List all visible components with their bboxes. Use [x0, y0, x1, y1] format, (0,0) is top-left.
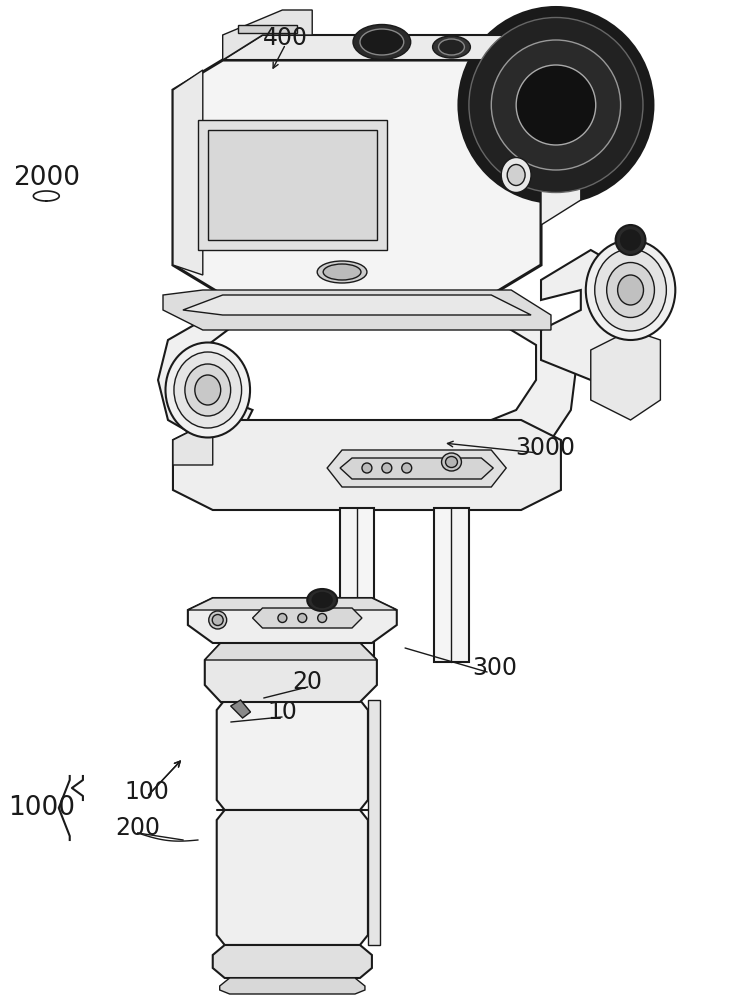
Text: 20: 20: [293, 670, 322, 694]
Ellipse shape: [195, 375, 221, 405]
Polygon shape: [252, 608, 362, 628]
Text: 100: 100: [124, 780, 169, 804]
Polygon shape: [173, 70, 203, 275]
Polygon shape: [205, 643, 377, 702]
Ellipse shape: [298, 613, 307, 622]
Ellipse shape: [278, 613, 287, 622]
Ellipse shape: [507, 164, 525, 186]
Ellipse shape: [595, 249, 666, 331]
Polygon shape: [213, 945, 372, 978]
Ellipse shape: [501, 157, 531, 192]
Ellipse shape: [166, 342, 250, 438]
Polygon shape: [223, 35, 581, 60]
Ellipse shape: [382, 463, 392, 473]
Ellipse shape: [469, 17, 643, 192]
Ellipse shape: [439, 39, 464, 55]
Ellipse shape: [516, 65, 595, 145]
Polygon shape: [173, 420, 213, 465]
Ellipse shape: [618, 275, 643, 305]
Text: 300: 300: [472, 656, 517, 680]
Ellipse shape: [360, 29, 404, 55]
Ellipse shape: [323, 264, 361, 280]
Text: 3000: 3000: [516, 436, 576, 460]
Polygon shape: [205, 643, 377, 660]
Polygon shape: [492, 320, 576, 450]
Polygon shape: [541, 250, 626, 380]
Polygon shape: [230, 700, 250, 718]
Polygon shape: [340, 458, 493, 479]
Polygon shape: [541, 35, 581, 225]
Ellipse shape: [209, 611, 227, 629]
Text: 400: 400: [263, 26, 308, 50]
Polygon shape: [340, 508, 374, 662]
Polygon shape: [163, 290, 551, 330]
Ellipse shape: [362, 463, 372, 473]
Polygon shape: [223, 10, 312, 60]
Ellipse shape: [312, 592, 332, 607]
Ellipse shape: [620, 230, 640, 250]
Ellipse shape: [353, 24, 411, 60]
Ellipse shape: [402, 463, 411, 473]
Polygon shape: [173, 420, 561, 510]
Polygon shape: [173, 60, 541, 295]
Ellipse shape: [606, 262, 654, 318]
Polygon shape: [198, 120, 387, 250]
Polygon shape: [188, 598, 397, 610]
Ellipse shape: [445, 456, 458, 468]
Ellipse shape: [615, 225, 645, 255]
Polygon shape: [188, 598, 397, 643]
Ellipse shape: [318, 613, 327, 622]
Polygon shape: [220, 978, 365, 994]
Polygon shape: [238, 25, 297, 33]
Polygon shape: [434, 508, 470, 662]
Ellipse shape: [433, 36, 470, 58]
Ellipse shape: [212, 614, 223, 626]
Polygon shape: [208, 130, 377, 240]
Polygon shape: [327, 450, 506, 487]
Ellipse shape: [317, 261, 367, 283]
Polygon shape: [158, 320, 252, 440]
Ellipse shape: [459, 7, 653, 202]
Text: 200: 200: [116, 816, 160, 840]
Ellipse shape: [174, 352, 241, 428]
Ellipse shape: [185, 364, 230, 416]
Polygon shape: [183, 295, 531, 315]
Ellipse shape: [442, 453, 461, 471]
Ellipse shape: [307, 589, 337, 611]
Ellipse shape: [492, 40, 620, 170]
Text: 2000: 2000: [13, 165, 79, 191]
Ellipse shape: [586, 240, 676, 340]
Text: 1000: 1000: [8, 795, 75, 821]
Text: 10: 10: [267, 700, 297, 724]
Polygon shape: [216, 810, 368, 945]
Polygon shape: [216, 700, 368, 810]
Polygon shape: [368, 700, 380, 945]
Polygon shape: [591, 330, 660, 420]
